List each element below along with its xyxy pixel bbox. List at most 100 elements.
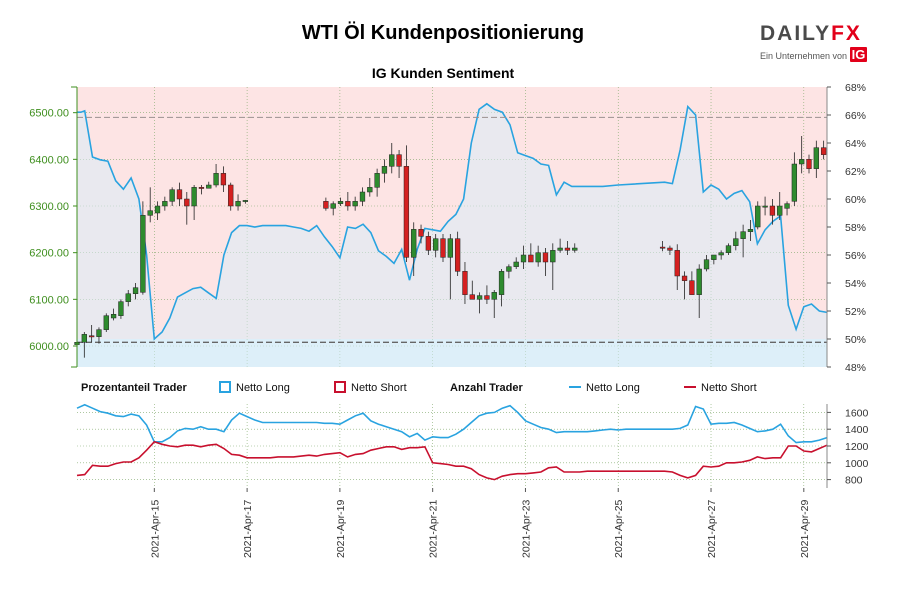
candle-67 bbox=[718, 250, 724, 260]
candle-1 bbox=[81, 332, 87, 358]
pct-tick-label: 48% bbox=[845, 362, 866, 374]
candle-body bbox=[140, 215, 146, 293]
candle-9 bbox=[140, 201, 146, 295]
pct-tick-label: 52% bbox=[845, 306, 866, 318]
candle-20 bbox=[220, 166, 227, 192]
candle-body bbox=[506, 266, 512, 272]
legend-count-long: Netto Long bbox=[586, 382, 640, 394]
candle-53 bbox=[535, 245, 541, 267]
candle-37 bbox=[418, 224, 424, 244]
logo-brand-left: DAILY bbox=[760, 22, 832, 45]
price-tick-label: 6300.00 bbox=[29, 201, 69, 213]
candle-body bbox=[777, 205, 783, 216]
candle-body bbox=[667, 247, 673, 251]
candle-body bbox=[228, 184, 234, 207]
candle-body bbox=[191, 187, 197, 207]
candle-12 bbox=[162, 196, 168, 211]
candle-body bbox=[132, 287, 139, 294]
candle-40 bbox=[440, 234, 446, 262]
candle-44 bbox=[469, 280, 475, 300]
candle-body bbox=[572, 247, 578, 251]
candle-22 bbox=[235, 194, 241, 211]
candle-69 bbox=[733, 231, 739, 251]
count-tick-label: 1000 bbox=[845, 458, 869, 470]
dailyfx-logo[interactable]: DAILYFX Ein Unternehmen von IG bbox=[760, 22, 870, 62]
candle-body bbox=[418, 229, 424, 237]
candle-body bbox=[396, 154, 402, 167]
candle-body bbox=[162, 201, 168, 207]
x-tick-label: 2021-Apr-19 bbox=[335, 499, 347, 558]
candle-41 bbox=[447, 234, 453, 300]
candle-body bbox=[498, 271, 505, 295]
pct-tick-label: 50% bbox=[845, 334, 866, 346]
candle-body bbox=[125, 293, 131, 302]
net-long-pct-area bbox=[77, 103, 827, 368]
candle-55 bbox=[550, 243, 556, 290]
candle-6 bbox=[118, 299, 124, 319]
logo-wordmark: DAILYFX bbox=[760, 22, 870, 46]
candle-body bbox=[733, 238, 739, 246]
candle-23 bbox=[242, 199, 249, 204]
candle-body bbox=[469, 294, 475, 300]
candle-24 bbox=[323, 197, 329, 211]
price-tick-label: 6500.00 bbox=[29, 108, 69, 120]
count-tick-label: 1600 bbox=[845, 407, 869, 419]
candle-body bbox=[235, 201, 241, 207]
candle-71 bbox=[747, 220, 754, 241]
candle-7 bbox=[125, 290, 131, 307]
candle-body bbox=[352, 201, 358, 207]
candle-81 bbox=[820, 140, 827, 160]
candle-3 bbox=[96, 327, 102, 344]
candle-body bbox=[330, 203, 336, 209]
x-tick-label: 2021-Apr-29 bbox=[799, 499, 811, 558]
count-short-line bbox=[76, 440, 828, 481]
legend: Prozentanteil Trader Netto Long Netto Shor… bbox=[81, 381, 757, 394]
price-tick-label: 6200.00 bbox=[29, 248, 69, 260]
candles bbox=[74, 136, 827, 358]
candle-body bbox=[476, 295, 483, 300]
x-tick-label: 2021-Apr-15 bbox=[149, 499, 161, 558]
candle-body bbox=[147, 210, 153, 216]
pct-tick-label: 60% bbox=[845, 194, 866, 206]
candle-body bbox=[550, 250, 556, 263]
candle-5 bbox=[110, 308, 117, 321]
candle-66 bbox=[711, 254, 717, 265]
candle-body bbox=[681, 275, 688, 281]
price-tick-label: 6100.00 bbox=[29, 294, 69, 306]
candle-body bbox=[659, 246, 666, 249]
candle-27 bbox=[345, 192, 351, 211]
candle-32 bbox=[381, 159, 388, 183]
candle-body bbox=[696, 268, 702, 295]
candle-38 bbox=[425, 231, 432, 255]
pct-tick-label: 64% bbox=[845, 138, 866, 150]
legend-pct-long-swatch bbox=[219, 381, 231, 393]
candle-36 bbox=[411, 222, 417, 276]
candle-28 bbox=[352, 196, 358, 211]
pct-tick-label: 56% bbox=[845, 250, 866, 262]
candle-46 bbox=[484, 285, 490, 304]
candle-70 bbox=[740, 224, 746, 258]
candle-18 bbox=[206, 181, 212, 189]
candle-14 bbox=[176, 182, 183, 206]
candle-body bbox=[110, 314, 117, 319]
candle-52 bbox=[528, 243, 534, 263]
candle-29 bbox=[359, 187, 366, 206]
candle-body bbox=[454, 238, 461, 272]
candle-body bbox=[88, 335, 95, 338]
candle-body bbox=[535, 252, 541, 263]
candle-body bbox=[206, 184, 212, 189]
candle-body bbox=[674, 250, 680, 277]
candle-body bbox=[542, 252, 549, 263]
candle-80 bbox=[813, 140, 819, 178]
candle-body bbox=[184, 198, 190, 207]
candle-48 bbox=[498, 269, 505, 307]
candle-body bbox=[557, 247, 563, 251]
candle-body bbox=[769, 205, 776, 216]
candle-body bbox=[176, 189, 183, 200]
count-tick-label: 1400 bbox=[845, 424, 869, 436]
x-axis-labels: 2021-Apr-15 2021-Apr-17 2021-Apr-19 2021-Ap… bbox=[149, 488, 811, 558]
candle-76 bbox=[784, 201, 790, 216]
candle-body bbox=[403, 166, 410, 258]
candle-19 bbox=[213, 164, 219, 188]
